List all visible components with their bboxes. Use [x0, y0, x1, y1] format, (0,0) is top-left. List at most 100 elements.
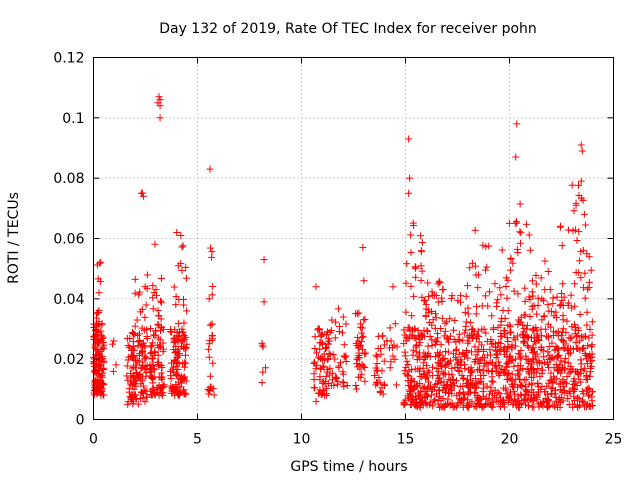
data-point: [515, 375, 523, 383]
data-point: [439, 395, 447, 403]
data-point: [534, 333, 542, 341]
data-point: [159, 326, 167, 334]
data-point: [140, 342, 148, 350]
data-point: [442, 348, 450, 356]
data-point: [179, 242, 187, 250]
data-point: [146, 372, 154, 380]
data-point: [577, 366, 585, 374]
data-point: [149, 282, 157, 290]
data-point: [404, 392, 412, 400]
data-point: [489, 378, 497, 386]
data-point: [525, 380, 533, 388]
data-point: [587, 266, 595, 274]
data-point: [208, 332, 216, 340]
data-point: [131, 322, 139, 330]
data-point: [577, 194, 585, 202]
data-point: [379, 332, 387, 340]
data-point: [142, 301, 150, 309]
data-point: [430, 397, 438, 405]
data-point: [538, 369, 546, 377]
data-point: [453, 401, 461, 409]
data-point: [123, 372, 131, 380]
data-point: [564, 359, 572, 367]
data-point: [362, 349, 370, 357]
data-point: [551, 346, 559, 354]
data-point: [478, 341, 486, 349]
data-point: [389, 352, 397, 360]
data-point: [533, 350, 541, 358]
data-point: [567, 291, 575, 299]
data-point: [260, 256, 268, 264]
data-point: [536, 359, 544, 367]
data-point: [504, 338, 512, 346]
data-point: [174, 391, 182, 399]
data-point: [180, 331, 188, 339]
data-point: [94, 309, 102, 317]
data-point: [558, 388, 566, 396]
data-point: [407, 376, 415, 384]
data-point: [157, 298, 165, 306]
points-layer: [90, 93, 596, 411]
data-point: [371, 371, 379, 379]
data-point: [424, 279, 432, 287]
data-point: [520, 397, 528, 405]
data-point: [408, 383, 416, 391]
data-point: [508, 370, 516, 378]
data-point: [503, 294, 511, 302]
data-point: [473, 379, 481, 387]
data-point: [147, 391, 155, 399]
data-point: [456, 361, 464, 369]
data-point: [380, 357, 388, 365]
data-point: [439, 355, 447, 363]
data-point: [547, 307, 555, 315]
data-point: [98, 381, 106, 389]
data-point: [525, 357, 533, 365]
data-point: [159, 388, 167, 396]
data-point: [455, 350, 463, 358]
data-point: [139, 192, 147, 200]
data-point: [417, 232, 425, 240]
data-point: [100, 341, 108, 349]
data-point: [158, 391, 166, 399]
data-point: [424, 327, 432, 335]
data-point: [526, 246, 534, 254]
data-point: [321, 356, 329, 364]
data-point: [146, 361, 154, 369]
data-point: [573, 237, 581, 245]
data-point: [544, 402, 552, 410]
data-point: [340, 352, 348, 360]
data-point: [386, 364, 394, 372]
data-point: [510, 388, 518, 396]
data-point: [125, 385, 133, 393]
data-point: [124, 356, 132, 364]
data-point: [583, 360, 591, 368]
data-point: [520, 311, 528, 319]
data-point: [521, 383, 529, 391]
data-point: [135, 358, 143, 366]
data-point: [486, 358, 494, 366]
data-point: [522, 352, 530, 360]
data-point: [532, 271, 540, 279]
data-point: [406, 401, 414, 409]
data-point: [575, 269, 583, 277]
data-point: [435, 392, 443, 400]
data-point: [152, 286, 160, 294]
data-point: [417, 333, 425, 341]
data-point: [354, 334, 362, 342]
data-point: [514, 290, 522, 298]
data-point: [331, 373, 339, 381]
y-tick-label: 0.04: [53, 292, 84, 308]
data-point: [455, 390, 463, 398]
data-point: [511, 380, 519, 388]
data-point: [523, 388, 531, 396]
data-point: [516, 350, 524, 358]
data-point: [386, 324, 394, 332]
data-point: [420, 356, 428, 364]
data-point: [414, 352, 422, 360]
data-point: [207, 244, 215, 252]
data-point: [496, 362, 504, 370]
data-point: [325, 349, 333, 357]
data-point: [259, 368, 267, 376]
data-point: [408, 332, 416, 340]
data-point: [549, 332, 557, 340]
